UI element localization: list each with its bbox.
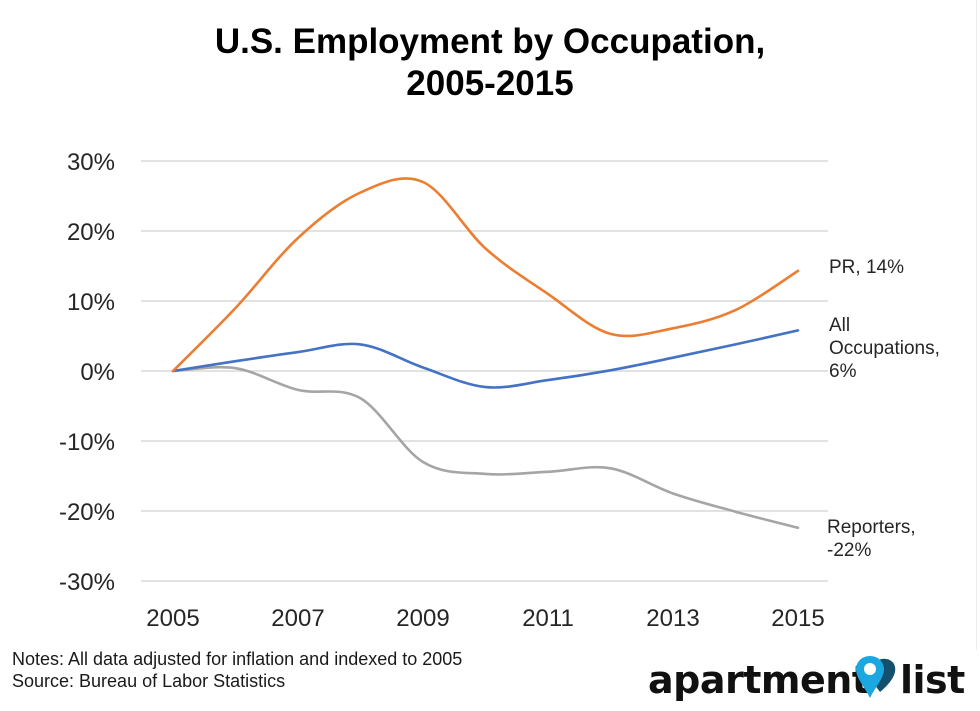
x-axis-ticks: 2005 2007 2009 2011 2013 2015 (146, 605, 824, 632)
x-tick-label: 2013 (646, 605, 699, 632)
apartment-list-logo: apartment list (646, 654, 976, 704)
logo-word-apartment: apartment (648, 658, 870, 702)
map-pin-heart-icon (856, 656, 896, 698)
x-tick-label: 2005 (146, 605, 199, 632)
series-line-reporters (171, 365, 800, 530)
y-tick-label: 20% (67, 219, 115, 246)
y-tick-label: 30% (67, 149, 115, 176)
annotation-all-line-1: All (829, 315, 851, 336)
series-lines (171, 177, 800, 530)
source-text: Source: Bureau of Labor Statistics (12, 671, 286, 691)
x-tick-label: 2015 (771, 605, 824, 632)
y-tick-label: -20% (59, 499, 115, 526)
gridlines (141, 160, 828, 582)
annotation-all-occupations: All Occupations, 6% (829, 314, 940, 383)
annotation-all-line-2: Occupations, (829, 338, 940, 359)
y-axis-ticks: 30% 20% 10% 0% -10% -20% -30% (59, 149, 115, 596)
chart-notes: Notes: All data adjusted for inflation a… (12, 648, 462, 692)
series-line-pr (171, 177, 800, 373)
frame-border (976, 0, 977, 650)
annotation-reporters-line-2: -22% (827, 540, 872, 561)
logo-word-list: list (900, 658, 965, 702)
annotation-all-line-3: 6% (829, 361, 857, 382)
x-tick-label: 2009 (396, 605, 449, 632)
annotation-pr-line: PR, 14% (829, 257, 904, 278)
chart-title-line-1: U.S. Employment by Occupation, (214, 22, 766, 61)
notes-text: Notes: All data adjusted for inflation a… (12, 649, 463, 669)
y-tick-label: -10% (59, 429, 115, 456)
y-tick-label: -30% (59, 569, 115, 596)
chart-title-line-2: 2005-2015 (406, 64, 574, 103)
annotation-pr: PR, 14% (829, 256, 904, 279)
annotation-reporters: Reporters, -22% (827, 516, 916, 562)
x-tick-label: 2007 (271, 605, 324, 632)
y-tick-label: 10% (67, 289, 115, 316)
x-tick-label: 2011 (522, 605, 574, 632)
series-line-all-occupations (171, 329, 800, 389)
y-tick-label: 0% (80, 359, 115, 386)
annotation-reporters-line-1: Reporters, (827, 517, 916, 538)
